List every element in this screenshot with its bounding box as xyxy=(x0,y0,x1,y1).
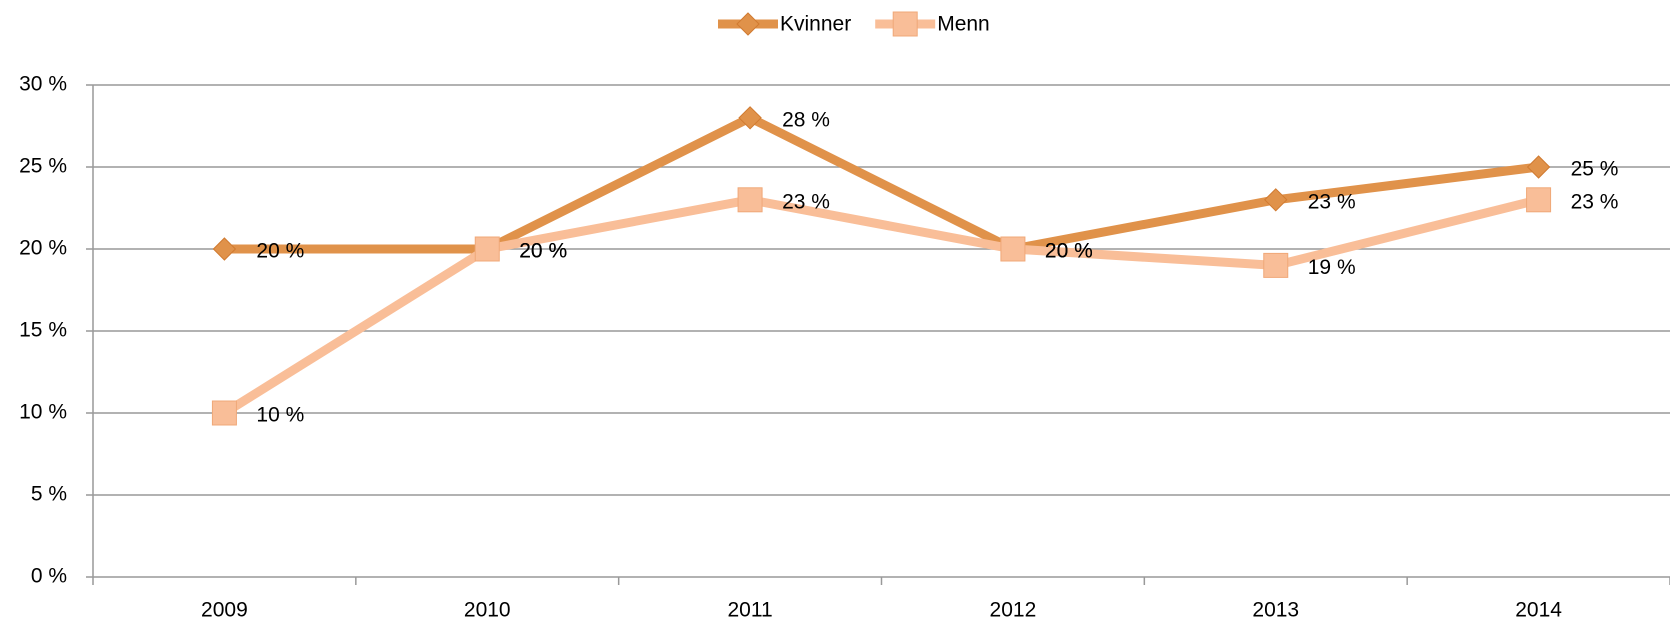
marker xyxy=(1263,252,1289,278)
data-label: 19 % xyxy=(1308,256,1356,279)
legend-label: Menn xyxy=(937,13,990,36)
marker xyxy=(892,11,918,37)
x-tick-label: 2012 xyxy=(990,599,1037,622)
marker xyxy=(1000,236,1026,262)
data-label: 20 % xyxy=(256,240,304,263)
marker xyxy=(474,236,500,262)
series-line xyxy=(222,195,1540,417)
x-tick-label: 2011 xyxy=(727,599,772,622)
y-tick-label: 25 % xyxy=(19,155,67,178)
y-tick-label: 20 % xyxy=(19,237,67,260)
marker xyxy=(737,187,763,213)
marker xyxy=(736,12,760,36)
data-label: 23 % xyxy=(782,190,830,213)
marker xyxy=(1264,188,1288,212)
data-label: 28 % xyxy=(782,108,830,131)
x-tick-label: 2009 xyxy=(201,599,248,622)
marker xyxy=(738,106,762,130)
data-label: 10 % xyxy=(256,404,304,427)
data-label: 20 % xyxy=(519,240,567,263)
legend-label: Kvinner xyxy=(780,13,851,36)
data-label: 23 % xyxy=(1308,190,1356,213)
y-tick-label: 5 % xyxy=(31,483,67,506)
marker xyxy=(1526,155,1551,179)
y-tick-label: 10 % xyxy=(19,401,67,424)
x-tick-label: 2013 xyxy=(1252,599,1299,622)
y-tick-label: 30 % xyxy=(19,73,67,96)
data-label: 20 % xyxy=(519,240,567,263)
series-line xyxy=(224,113,1540,254)
x-tick-label: 2014 xyxy=(1515,599,1562,622)
y-tick-label: 0 % xyxy=(31,565,67,588)
marker xyxy=(211,400,237,426)
data-label: 25 % xyxy=(1571,158,1619,181)
x-tick-label: 2010 xyxy=(464,599,511,622)
y-tick-label: 15 % xyxy=(19,319,67,342)
marker xyxy=(1526,187,1552,213)
marker xyxy=(212,237,237,261)
data-label: 20 % xyxy=(1045,240,1093,263)
data-label: 20 % xyxy=(1045,240,1093,263)
data-label: 23 % xyxy=(1571,190,1619,213)
